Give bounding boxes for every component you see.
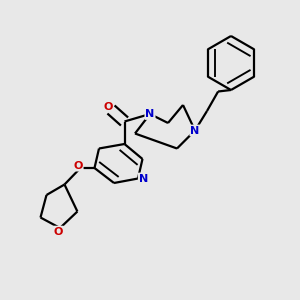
Text: O: O xyxy=(73,160,83,171)
Text: N: N xyxy=(146,109,154,119)
Text: O: O xyxy=(103,101,113,112)
Text: O: O xyxy=(54,226,63,237)
Text: N: N xyxy=(190,125,200,136)
Text: N: N xyxy=(139,173,148,184)
